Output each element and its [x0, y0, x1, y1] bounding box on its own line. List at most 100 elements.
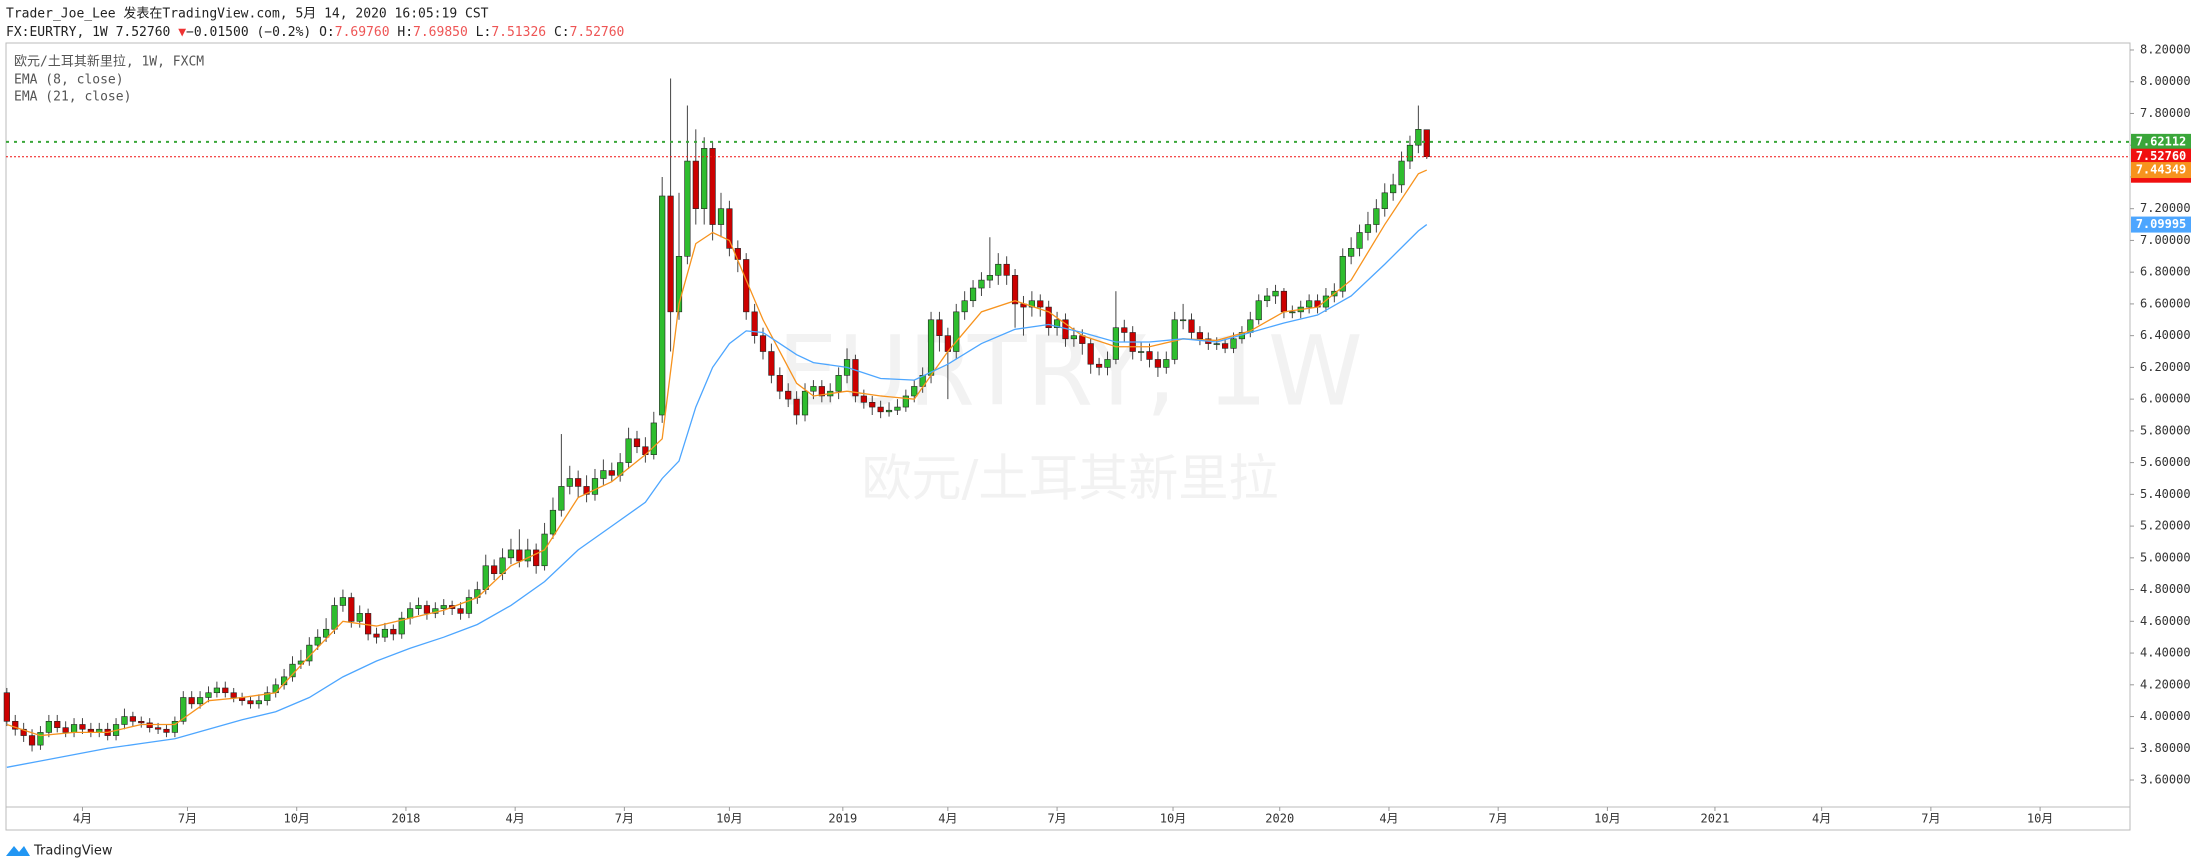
candle-body: [171, 720, 178, 733]
watermark: EURTRY, 1W: [777, 315, 1363, 427]
candle-body: [936, 319, 943, 336]
candle-body: [390, 628, 397, 635]
candle-body: [1121, 327, 1128, 333]
ema-label-box: [2131, 216, 2191, 233]
x-tick-label: 10月: [2027, 812, 2053, 826]
candle-body: [1390, 184, 1397, 194]
y-tick-label: 7.00000: [2140, 233, 2191, 247]
candle-body: [222, 687, 229, 694]
candle-body: [1011, 275, 1019, 305]
y-tick-label: 4.20000: [2140, 677, 2191, 691]
candle-body: [196, 697, 204, 705]
candle-body: [675, 255, 683, 313]
candle-body: [1112, 327, 1119, 360]
y-tick-label: 5.40000: [2140, 487, 2191, 501]
y-tick-label: 6.60000: [2140, 296, 2191, 310]
candle-body: [1398, 160, 1405, 186]
candle-body: [1053, 319, 1061, 329]
legend-ema8: EMA (8, close): [14, 73, 124, 88]
candle-body: [180, 697, 187, 722]
candle-body: [398, 617, 405, 635]
y-tick-label: 4.60000: [2140, 614, 2191, 628]
candle-body: [1423, 129, 1430, 157]
symbol: FX:EURTRY, 1W: [6, 25, 108, 40]
high-key: H:: [397, 25, 413, 40]
x-tick-label: 4月: [1812, 812, 1831, 826]
candle-body: [1196, 332, 1204, 340]
candle-body: [793, 398, 800, 416]
candle-body: [583, 486, 590, 495]
candle-body: [381, 628, 389, 638]
candle-body: [70, 724, 78, 733]
y-tick-label: 6.20000: [2140, 360, 2191, 374]
high-value: 7.69850: [413, 25, 468, 40]
candle-body: [751, 311, 758, 336]
x-tick-label: 2020: [1265, 812, 1294, 826]
y-tick-label: 3.80000: [2140, 741, 2191, 755]
candle-body: [549, 509, 557, 535]
candle-body: [163, 728, 170, 733]
candle-body: [533, 549, 540, 567]
candle-body: [348, 597, 355, 622]
candle-body: [407, 608, 414, 619]
candle-body: [1003, 263, 1010, 276]
close-key: C:: [554, 25, 570, 40]
candle-body: [146, 722, 153, 728]
candle-body: [154, 727, 162, 730]
candle-body: [902, 395, 909, 408]
logo: TradingView: [6, 844, 113, 859]
candle-body: [457, 608, 464, 614]
ema-label-box: [2131, 162, 2191, 179]
candle-body: [701, 148, 708, 209]
y-tick-label: 4.80000: [2140, 582, 2191, 596]
candle-body: [1104, 359, 1111, 368]
change-arrow: ▼: [178, 25, 186, 40]
candle-body: [331, 605, 338, 630]
candle-body: [1264, 295, 1271, 302]
candle-body: [54, 720, 61, 728]
open-key: O:: [319, 25, 335, 40]
brand[interactable]: TradingView: [33, 844, 113, 859]
x-tick-label: 4月: [1379, 812, 1398, 826]
author-line: Trader_Joe_Lee 发表在TradingView.com, 5月 14…: [6, 6, 489, 22]
candle-body: [1280, 290, 1288, 313]
candle-body: [768, 351, 775, 376]
candle-body: [524, 549, 531, 562]
candle-body: [852, 359, 859, 397]
candle-body: [709, 148, 716, 225]
y-tick-label: 4.40000: [2140, 646, 2191, 660]
candle-body: [726, 208, 733, 249]
candle-body: [659, 195, 666, 416]
candle-body: [213, 687, 220, 694]
candle-body: [818, 386, 825, 397]
candle-body: [1356, 232, 1363, 249]
x-tick-label: 7月: [178, 812, 197, 826]
x-tick-label: 10月: [716, 812, 742, 826]
candle-body: [591, 478, 599, 495]
ema-label: 7.44349: [2136, 163, 2187, 177]
candle-body: [894, 406, 901, 411]
candle-body: [1154, 359, 1162, 368]
candle-body: [507, 549, 515, 559]
candle-body: [1381, 192, 1388, 209]
candle-body: [810, 386, 817, 392]
price-label-box: [2131, 133, 2191, 150]
candle-body: [255, 700, 262, 705]
y-tick-label: 3.60000: [2140, 773, 2191, 787]
candle-body: [1348, 248, 1355, 257]
candle-body: [927, 319, 935, 376]
y-tick-label: 6.00000: [2140, 392, 2191, 406]
candle-body: [356, 613, 363, 622]
candle-body: [600, 470, 607, 479]
candle-body: [129, 716, 136, 722]
x-tick-label: 7月: [1921, 812, 1940, 826]
candle-body: [1306, 300, 1313, 308]
candle-body: [633, 438, 641, 448]
candle-body: [37, 732, 44, 746]
candle-body: [465, 597, 473, 614]
x-tick-label: 4月: [73, 812, 92, 826]
candle-body: [323, 628, 330, 638]
candle-body: [1087, 343, 1094, 365]
candle-body: [415, 605, 422, 609]
candle-body: [264, 692, 271, 701]
